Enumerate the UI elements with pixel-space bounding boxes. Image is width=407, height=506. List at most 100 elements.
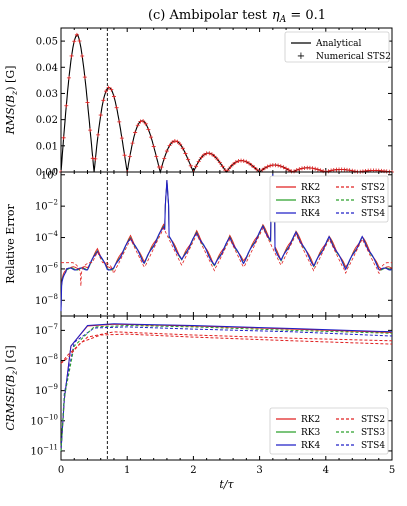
legend-label: STS4 bbox=[361, 441, 385, 451]
sts2-marker bbox=[154, 154, 159, 159]
sts2-marker bbox=[162, 156, 167, 161]
sts2-marker bbox=[215, 157, 220, 162]
y-tick-label: 10−8 bbox=[35, 293, 58, 307]
sts2-marker bbox=[254, 167, 259, 172]
y-tick-label: 10−9 bbox=[35, 383, 58, 397]
sts2-marker bbox=[207, 151, 212, 156]
y-tick-label: 0.04 bbox=[36, 63, 58, 74]
sts2-marker bbox=[170, 140, 175, 145]
legend-label: RK3 bbox=[301, 196, 321, 206]
x-tick-label: 5 bbox=[389, 465, 395, 476]
sts2-marker bbox=[299, 166, 304, 171]
sts2-marker bbox=[127, 154, 132, 159]
series-sts4 bbox=[60, 326, 393, 451]
sts2-marker bbox=[194, 164, 199, 169]
series-sts2 bbox=[60, 333, 393, 364]
series-rk4 bbox=[60, 173, 393, 312]
sts2-marker bbox=[106, 85, 111, 90]
legend-box bbox=[269, 175, 389, 223]
sts2-marker bbox=[196, 159, 201, 164]
y-axis-label: Relative Error bbox=[4, 204, 17, 284]
sts2-marker bbox=[96, 132, 101, 137]
sts2-marker bbox=[315, 167, 320, 172]
sts2-marker bbox=[130, 141, 135, 146]
y-tick-label: 10−8 bbox=[35, 353, 58, 367]
sts2-marker bbox=[220, 164, 225, 169]
sts2-marker bbox=[217, 160, 222, 165]
sts2-marker bbox=[201, 152, 206, 157]
sts2-marker bbox=[236, 159, 241, 164]
sts2-marker bbox=[352, 169, 357, 174]
sts2-marker bbox=[297, 167, 302, 172]
sts2-marker bbox=[188, 163, 193, 168]
y-tick-label: 10−10 bbox=[30, 413, 58, 427]
sts2-marker bbox=[268, 163, 273, 168]
y-axis-label: CRMSE(Bz) [G] bbox=[4, 345, 19, 430]
sts2-marker bbox=[260, 167, 265, 172]
sts2-marker bbox=[310, 166, 315, 171]
sts2-marker bbox=[109, 87, 114, 92]
sts2-marker bbox=[276, 163, 281, 168]
sts2-marker bbox=[178, 142, 183, 147]
y-tick-label: 100 bbox=[41, 167, 58, 181]
x-tick-label: 2 bbox=[190, 465, 196, 476]
sts2-marker bbox=[286, 167, 291, 172]
y-tick-label: 0.05 bbox=[36, 37, 58, 48]
sts2-marker bbox=[146, 127, 151, 132]
panel-crmse: 0 1 2 3 4 5 10−11 10−10 10−9 10−8 10−7 RK2 RK3 RK4 STS… bbox=[4, 315, 395, 491]
sts2-marker bbox=[101, 98, 106, 103]
sts2-marker bbox=[265, 164, 270, 169]
series-sts2b bbox=[60, 331, 393, 364]
legend-marker: + bbox=[297, 51, 305, 62]
sts2-marker bbox=[98, 113, 103, 118]
legend-label: Analytical bbox=[315, 39, 362, 49]
y-tick-label: 0.01 bbox=[36, 141, 58, 152]
sts2-marker bbox=[249, 163, 254, 168]
sts2-marker bbox=[141, 119, 146, 124]
sts2-marker bbox=[117, 119, 122, 124]
sts2-marker bbox=[66, 75, 71, 80]
sts2-marker bbox=[85, 100, 90, 105]
sts2-marker bbox=[292, 169, 297, 174]
y-axis-label: RMS(Bz) [G] bbox=[4, 66, 19, 136]
sts2-marker bbox=[175, 139, 180, 144]
sts2-marker bbox=[183, 151, 188, 156]
legend-label: RK2 bbox=[301, 415, 320, 425]
sts2-marker bbox=[247, 161, 252, 166]
sts2-marker bbox=[119, 136, 124, 141]
axes-frame bbox=[60, 315, 393, 461]
sts2-marker bbox=[138, 119, 143, 124]
sts2-marker bbox=[88, 128, 93, 133]
title-eta-sub: A bbox=[279, 15, 287, 25]
sts2-marker bbox=[64, 103, 69, 108]
sts2-marker bbox=[69, 53, 74, 58]
y-tick-label: 10−6 bbox=[35, 261, 59, 275]
sts2-marker bbox=[149, 135, 154, 140]
sts2-marker bbox=[326, 169, 331, 174]
legend-label: RK4 bbox=[301, 209, 321, 219]
y-tick-label: 0.03 bbox=[36, 89, 58, 100]
title-eta: η bbox=[272, 8, 280, 23]
sts2-marker bbox=[321, 169, 326, 174]
sts2-marker bbox=[80, 54, 85, 59]
sts2-marker bbox=[241, 158, 246, 163]
y-tick-label: 10−2 bbox=[35, 199, 58, 213]
sts2-marker bbox=[180, 146, 185, 151]
legend-label: STS2 bbox=[361, 183, 385, 193]
x-tick-label: 0 bbox=[58, 465, 64, 476]
sts2-marker bbox=[82, 75, 87, 80]
sts2-marker bbox=[313, 166, 318, 171]
sts2-marker bbox=[111, 94, 116, 99]
y-tick-label: 10−4 bbox=[35, 230, 59, 244]
x-axis-label: t/τ bbox=[219, 478, 234, 491]
sts2-marker bbox=[262, 166, 267, 171]
sts2-marker bbox=[281, 165, 286, 170]
sts2-marker bbox=[151, 144, 156, 149]
sts2-marker bbox=[209, 152, 214, 157]
panel-rms: 0.00 0.01 0.02 0.03 0.04 0.05 Analytical + Numer… bbox=[4, 27, 394, 179]
y-tick-label: 10−11 bbox=[30, 443, 58, 457]
series-sts3 bbox=[60, 324, 393, 451]
sts2-marker bbox=[104, 89, 109, 94]
legend-label: STS3 bbox=[361, 196, 385, 206]
